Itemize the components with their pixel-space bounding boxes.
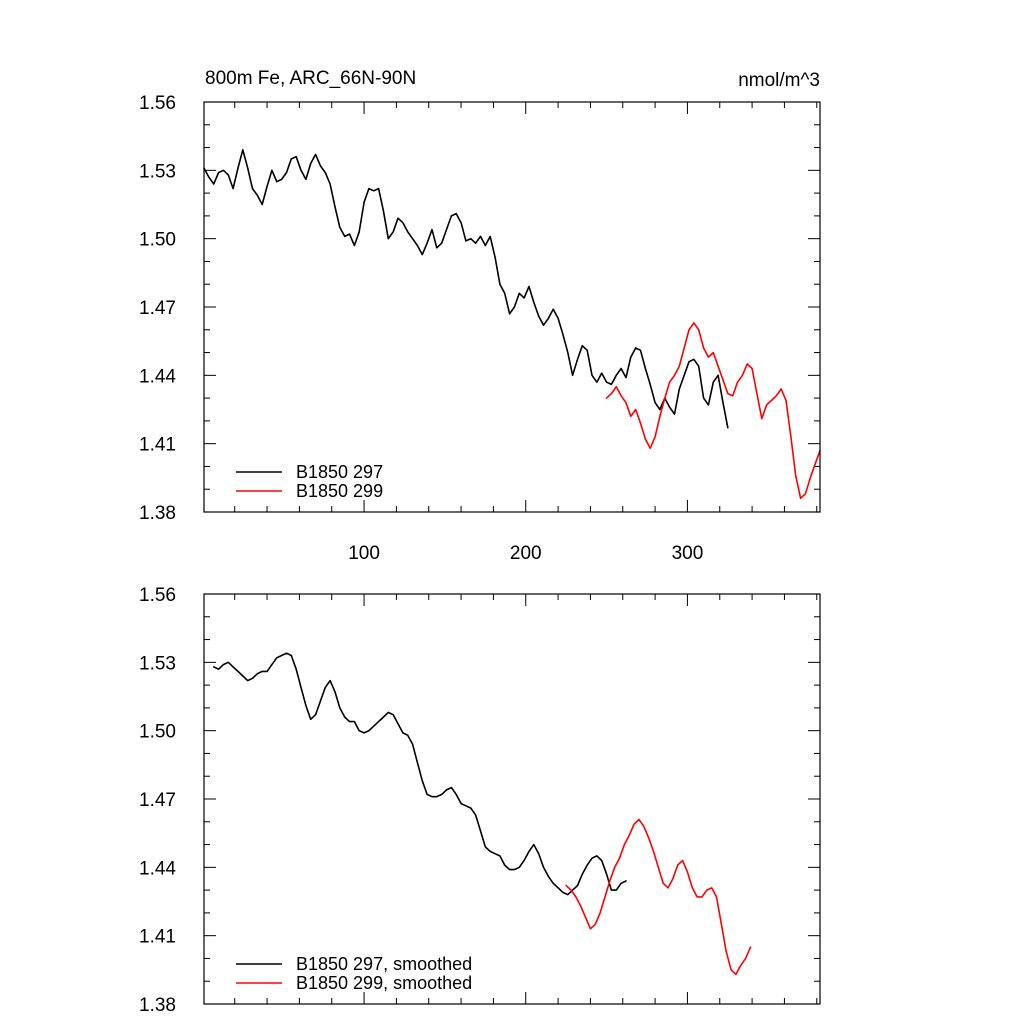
top-ytick-label: 1.47 — [139, 298, 176, 319]
top-legend: B1850 297 B1850 299 — [236, 462, 383, 501]
top-xtick-label: 300 — [672, 543, 704, 564]
bottom-series-line-297 — [212, 652, 627, 896]
bottom-axis-ticks — [204, 593, 820, 1005]
bottom-panel: 1.56 1.53 1.50 1.47 1.44 1.41 1.38 B1850 297, … — [139, 585, 821, 1016]
chart-title: 800m Fe, ARC_66N-90N — [205, 68, 416, 89]
top-x-tick-labels: 100 200 300 — [348, 543, 703, 564]
bottom-y-tick-labels: 1.56 1.53 1.50 1.47 1.44 1.41 1.38 — [139, 585, 176, 1016]
legend-label-299-smoothed: B1850 299, smoothed — [296, 973, 472, 993]
top-ytick-label: 1.41 — [139, 435, 176, 456]
top-ytick-label: 1.53 — [139, 161, 176, 182]
legend-label-297-smoothed: B1850 297, smoothed — [296, 954, 472, 974]
bottom-ytick-label: 1.41 — [139, 927, 176, 948]
top-series-line-297 — [203, 149, 729, 429]
bottom-ytick-label: 1.44 — [139, 858, 176, 879]
legend-label-299: B1850 299 — [296, 481, 383, 501]
bottom-series-line-299 — [565, 818, 752, 976]
top-plot-frame — [203, 101, 821, 513]
legend-label-297: B1850 297 — [296, 462, 383, 482]
bottom-plot-frame — [203, 593, 821, 1005]
top-series-lines — [203, 149, 821, 500]
top-ytick-label: 1.38 — [139, 503, 176, 524]
top-axis-ticks — [204, 101, 820, 513]
bottom-series-lines — [212, 652, 752, 976]
bottom-legend: B1850 297, smoothed B1850 299, smoothed — [236, 954, 472, 993]
top-y-tick-labels: 1.56 1.53 1.50 1.47 1.44 1.41 1.38 — [139, 93, 176, 524]
top-xtick-label: 200 — [510, 543, 542, 564]
top-panel: 800m Fe, ARC_66N-90N nmol/m^3 1.561.531.… — [139, 68, 821, 564]
bottom-ytick-label: 1.47 — [139, 790, 176, 811]
bottom-ytick-label: 1.53 — [139, 653, 176, 674]
units-label: nmol/m^3 — [738, 70, 820, 91]
top-ytick-label: 1.44 — [139, 366, 176, 387]
bottom-ytick-label: 1.38 — [139, 995, 176, 1016]
bottom-ytick-label: 1.50 — [139, 722, 176, 743]
top-series-line-299 — [605, 322, 821, 500]
top-ytick-label: 1.56 — [139, 93, 176, 114]
bottom-ytick-label: 1.56 — [139, 585, 176, 606]
top-xtick-label: 100 — [348, 543, 380, 564]
top-ytick-label: 1.50 — [139, 230, 176, 251]
